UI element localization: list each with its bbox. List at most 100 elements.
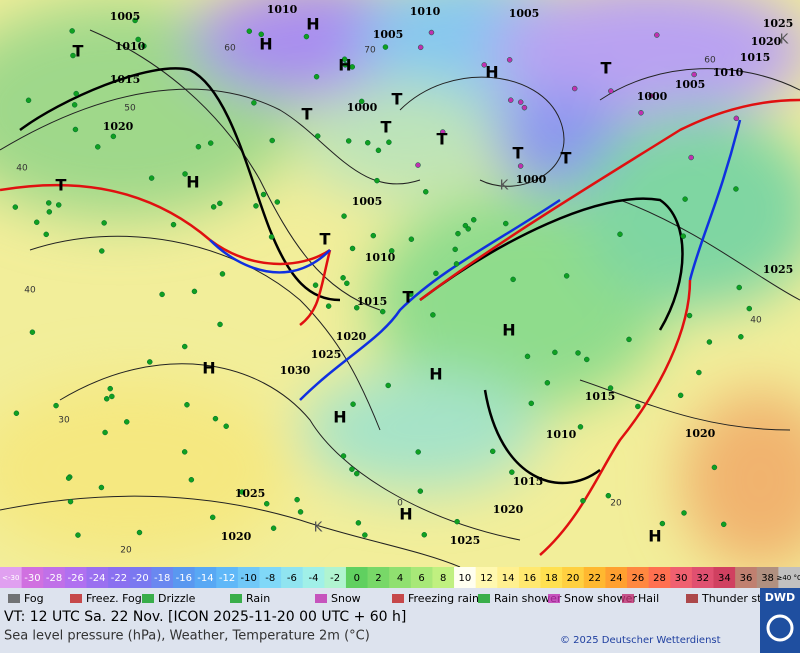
pressure-center: T xyxy=(73,42,84,61)
weather-dot xyxy=(260,191,267,198)
weather-dot xyxy=(503,220,509,227)
pressure-center: T xyxy=(403,288,414,307)
weather-dot xyxy=(95,144,101,150)
scale-label: -4 xyxy=(309,573,319,584)
scale-label: -24 xyxy=(89,573,105,584)
weather-dot xyxy=(25,97,32,104)
legend-label: Fog xyxy=(24,592,44,605)
weather-dot xyxy=(379,308,386,315)
weather-dot xyxy=(711,464,718,471)
scale-label: 2 xyxy=(375,573,381,584)
scale-label: -26 xyxy=(68,573,84,584)
isobar-label: 1010 xyxy=(115,40,146,53)
weather-dot xyxy=(720,521,727,528)
weather-dot xyxy=(12,204,19,210)
temperature-label: 20 xyxy=(610,499,622,509)
weather-dot xyxy=(29,329,36,335)
temperature-label: 40 xyxy=(750,316,762,326)
weather-dot xyxy=(184,402,190,408)
weather-dot xyxy=(575,350,581,356)
temperature-label: 60 xyxy=(224,44,236,54)
legend-label: Snow shower xyxy=(564,592,637,605)
scale-label: -22 xyxy=(111,573,127,584)
weather-dot xyxy=(313,73,320,80)
weather-dot xyxy=(70,52,76,59)
pressure-center: H xyxy=(202,359,215,378)
scale-swatch xyxy=(129,567,152,588)
scale-swatch xyxy=(454,567,477,588)
valid-time: VT: 12 UTC Sa. 22 Nov. [ICON 2025-11-20 … xyxy=(4,609,406,625)
scale-label: -10 xyxy=(240,573,256,584)
scale-label: 22 xyxy=(588,573,601,584)
pressure-center: H xyxy=(306,15,319,34)
scale-swatch xyxy=(713,567,736,588)
weather-dot xyxy=(209,514,216,521)
weather-dot xyxy=(67,498,74,505)
weather-dot xyxy=(223,423,229,430)
weather-dot xyxy=(584,356,590,363)
scale-swatch xyxy=(562,567,585,588)
scale-swatch xyxy=(367,567,390,588)
weather-dot xyxy=(45,200,52,206)
weather-dot xyxy=(417,44,424,51)
scale-swatch xyxy=(583,567,606,588)
weather-dot xyxy=(421,532,428,538)
legend-icon xyxy=(315,594,327,603)
weather-dot xyxy=(408,236,415,242)
scale-swatch xyxy=(0,567,23,588)
weather-dot xyxy=(349,64,356,70)
isobar-label: 1000 xyxy=(637,90,668,103)
weather-dot xyxy=(385,382,391,389)
scale-label: 14 xyxy=(502,573,515,584)
legend-icon xyxy=(548,594,560,603)
weather-dot xyxy=(358,98,365,105)
weather-dot xyxy=(303,33,310,40)
isobar-label: 1000 xyxy=(347,101,378,114)
weather-dot xyxy=(344,280,350,287)
isobar-label: 1015 xyxy=(357,295,388,308)
weather-dot xyxy=(269,137,275,144)
pressure-center: K xyxy=(500,179,509,194)
isobar-label: 1025 xyxy=(763,17,794,30)
scale-swatch xyxy=(151,567,174,588)
weather-dot xyxy=(423,189,429,195)
weather-dot xyxy=(217,200,223,207)
weather-dot xyxy=(99,248,105,254)
weather-dot xyxy=(71,102,78,108)
weather-dot xyxy=(510,276,516,283)
weather-dot xyxy=(607,385,614,391)
weather-dot xyxy=(696,369,702,376)
map-labels: 1005 1010 1010 1005 1025 1020 1010 1005 1015 1015… xyxy=(16,3,793,556)
isobar-label: 1020 xyxy=(103,120,134,133)
scale-label: -16 xyxy=(176,573,192,584)
weather-dot xyxy=(353,304,360,311)
weather-dot xyxy=(738,334,744,340)
isobar-label: 1015 xyxy=(513,475,544,488)
logo-text: DWD xyxy=(765,591,795,604)
weather-dot xyxy=(253,203,259,209)
isobar-label: 1015 xyxy=(110,73,141,86)
scale-label: 28 xyxy=(653,573,666,584)
weather-dot xyxy=(341,213,347,219)
weather-dot xyxy=(552,349,558,356)
weather-dot xyxy=(528,400,535,407)
pressure-center: H xyxy=(338,56,351,75)
copyright: © 2025 Deutscher Wetterdienst xyxy=(560,635,721,646)
pressure-center: H xyxy=(429,365,442,384)
scale-label: 8 xyxy=(440,573,446,584)
isobar-label: 1005 xyxy=(110,10,141,23)
isobar-label: 1020 xyxy=(221,530,252,543)
weather-dot xyxy=(345,138,352,144)
weather-dot xyxy=(123,419,130,425)
weather-dot xyxy=(212,415,219,422)
isobar-label: 1000 xyxy=(516,173,547,186)
scale-label: 4 xyxy=(397,573,403,584)
weather-dot xyxy=(75,532,81,538)
scale-label: -30 xyxy=(24,573,40,584)
scale-swatch xyxy=(605,567,628,588)
scale-label: 16 xyxy=(523,573,536,584)
isobar-label: 1005 xyxy=(352,195,383,208)
isobar-label: 1010 xyxy=(267,3,298,16)
pressure-center: T xyxy=(561,149,572,168)
scale-label: -20 xyxy=(132,573,148,584)
